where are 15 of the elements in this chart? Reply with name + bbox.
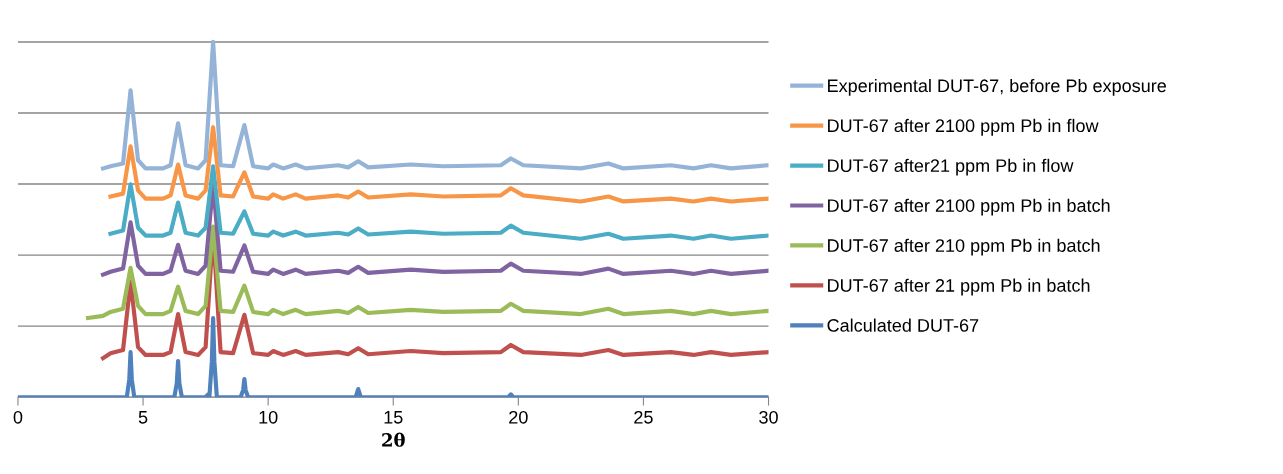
legend-label: Calculated DUT-67 (827, 318, 979, 332)
legend-label: DUT-67 after21 ppm Pb in flow (828, 158, 1074, 176)
legend-label: Experimental DUT-67, before Pb exposure (828, 78, 1166, 96)
x-tick-label: 30 (759, 410, 778, 424)
legend-label: DUT-67 after 210 ppm Pb in batch (828, 238, 1100, 256)
x-axis-title: 2θ (382, 432, 405, 447)
legend-label: DUT-67 after 21 ppm Pb in batch (828, 278, 1090, 296)
x-tick-label: 15 (384, 411, 403, 424)
x-tick-label: 25 (634, 410, 653, 424)
x-tick-label: 10 (259, 410, 278, 424)
legend-label: DUT-67 after 2100 ppm Pb in flow (828, 118, 1099, 136)
x-tick-label: 0 (13, 410, 23, 424)
x-tick-label: 20 (509, 410, 528, 424)
x-tick-label: 5 (138, 411, 148, 424)
legend-label: DUT-67 after 2100 ppm Pb in batch (828, 198, 1110, 216)
